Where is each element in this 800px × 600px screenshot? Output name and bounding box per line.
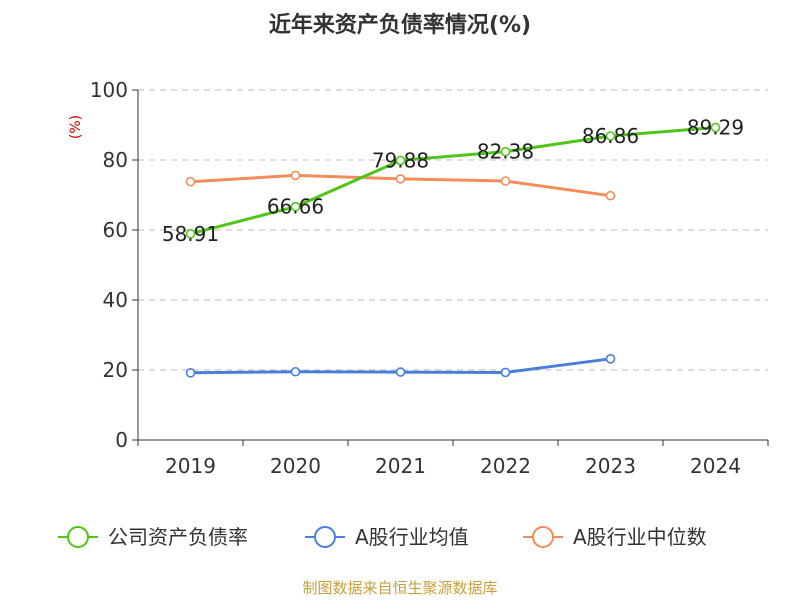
legend[interactable]: 公司资产负债率 A股行业均值 A股行业中位数 [58,525,707,549]
data-point [290,170,301,181]
data-point [185,229,196,239]
y-axis-label: (%) [68,115,84,139]
legend-marker [314,526,336,548]
data-labels: 58.91 66.66 79.88 82.38 86.86 89.29 [162,115,744,245]
data-label: 79.88 [372,148,429,172]
legend-label: 公司资产负债率 [108,525,248,549]
y-tick-label: 60 [103,218,128,242]
data-point [605,190,616,201]
data-point [395,367,406,377]
data-point [290,201,301,212]
chart-title: 近年来资产负债率情况(%) [269,12,531,38]
y-tick-label: 0 [115,428,128,452]
data-point [395,155,406,166]
legend-item[interactable]: A股行业均值 [305,525,469,549]
y-tick-label: 80 [103,148,128,172]
data-point [605,353,616,364]
data-point [710,122,721,133]
legend-label: A股行业中位数 [573,525,707,549]
data-label: 58.91 [162,222,219,246]
data-point [185,367,196,378]
x-tick-label: 2024 [690,454,741,478]
data-label: 86.86 [582,124,639,148]
axes: 0 20 40 60 80 100 2019 2020 2021 2022 2023 2024 [90,78,769,478]
x-tick-label: 2020 [270,454,321,478]
legend-item[interactable]: 公司资产负债率 [58,525,248,549]
x-tick-label: 2021 [375,454,426,478]
x-tick-label: 2023 [585,454,636,478]
data-label: 89.29 [687,115,744,139]
data-point [500,146,511,157]
data-point [395,174,406,184]
data-point [290,366,301,377]
legend-item[interactable]: A股行业中位数 [523,525,707,549]
grid [138,89,768,371]
data-label: 66.66 [267,195,324,219]
y-tick-label: 100 [90,78,128,102]
data-point [185,176,196,187]
series-line [190,125,716,236]
data-point [605,131,616,141]
data-point [500,176,511,186]
data-point [500,367,511,378]
x-tick-label: 2019 [165,454,216,478]
x-tick-label: 2022 [480,454,531,478]
legend-label: A股行业均值 [355,525,469,549]
data-label: 82.38 [477,140,534,164]
legend-marker [532,526,554,548]
source-note: 制图数据来自恒生聚源数据库 [302,579,497,597]
legend-marker [67,526,89,548]
y-tick-label: 20 [103,358,128,382]
y-tick-label: 40 [103,288,128,312]
series [185,122,721,378]
